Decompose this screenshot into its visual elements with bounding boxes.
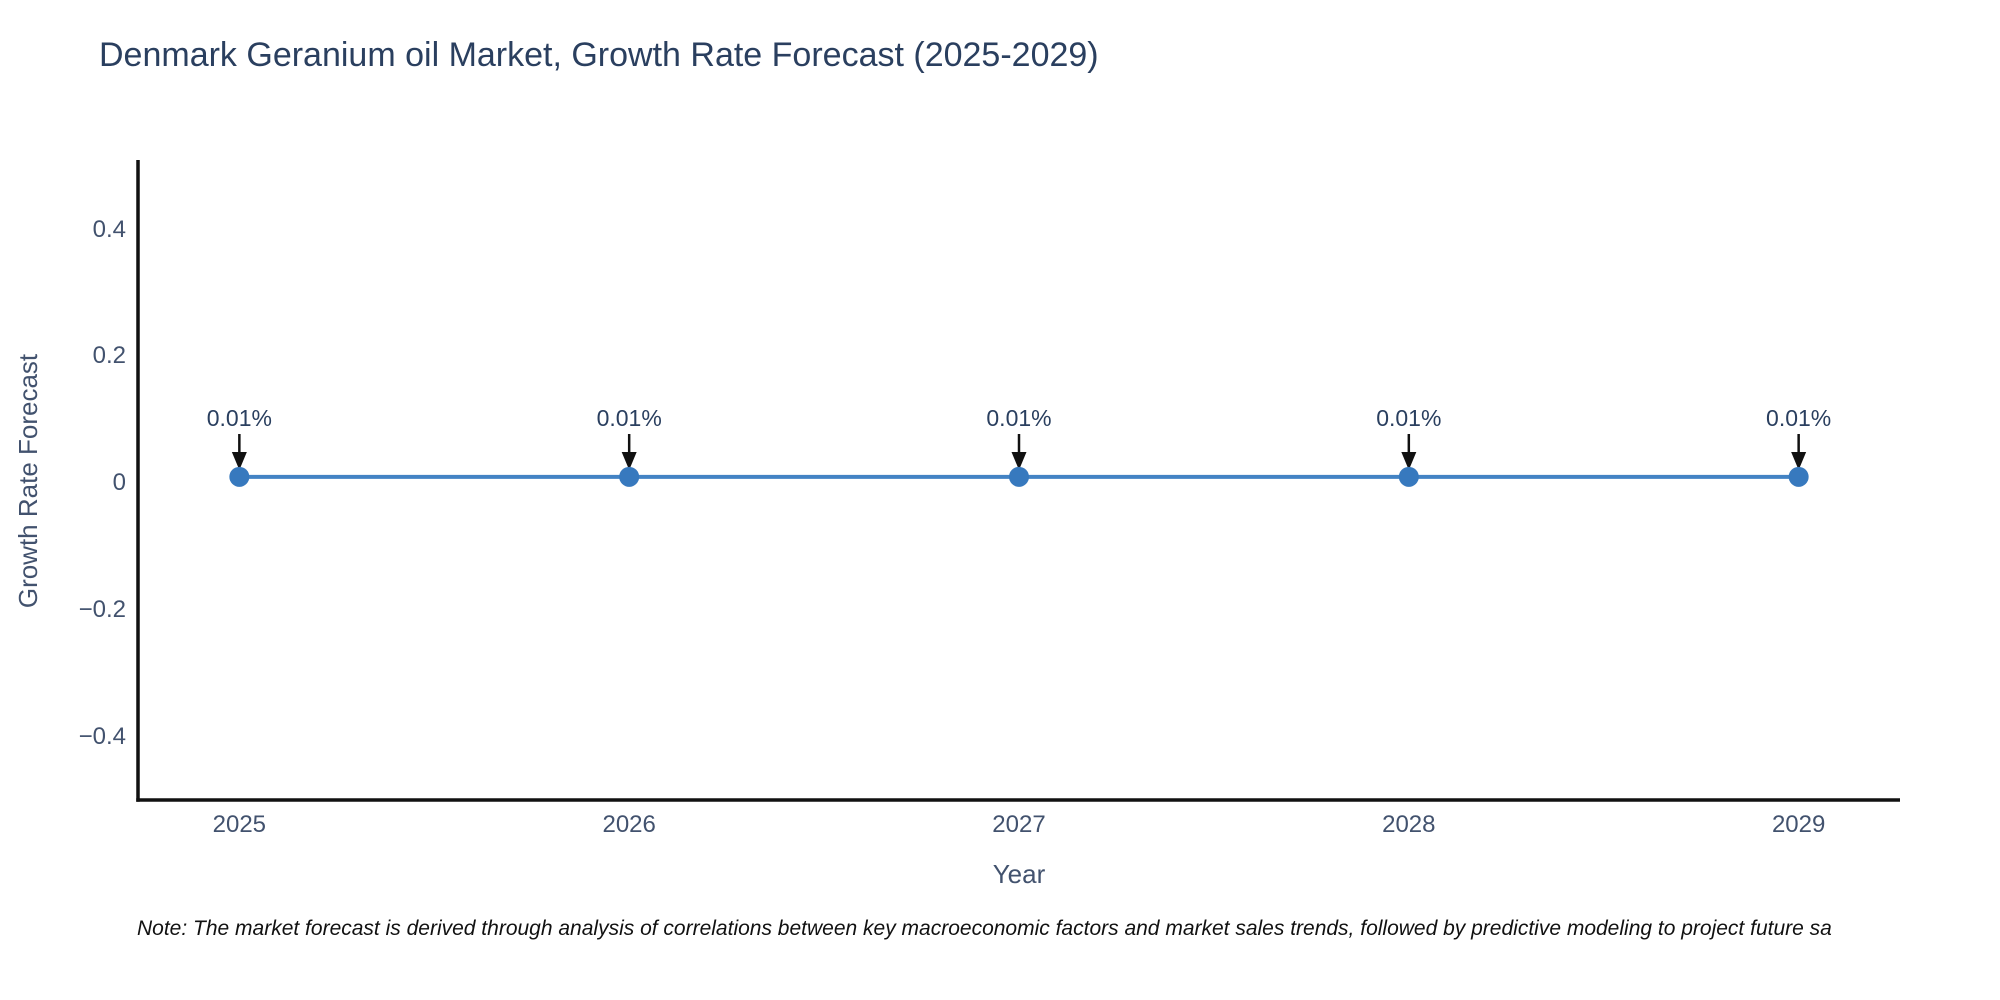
y-tick-label: −0.4 [78, 722, 126, 750]
y-tick-label: −0.2 [78, 595, 126, 623]
y-tick-label: 0.2 [92, 342, 126, 370]
data-point-marker[interactable] [1788, 466, 1809, 487]
annotation-label: 0.01% [986, 405, 1052, 431]
x-tick-label: 2025 [212, 811, 267, 838]
y-tick-label: 0.4 [92, 215, 126, 243]
y-axis-title: Growth Rate Forecast [13, 353, 43, 609]
annotation-label: 0.01% [596, 405, 662, 431]
chart-title: Denmark Geranium oil Market, Growth Rate… [99, 36, 1099, 74]
data-point-marker[interactable] [619, 466, 640, 487]
annotation-arrow-head [1011, 452, 1027, 470]
data-point-marker[interactable] [1398, 466, 1419, 487]
x-tick-label: 2028 [1382, 811, 1436, 838]
annotation-arrow-head [1401, 452, 1417, 470]
annotation-arrow-head [231, 452, 247, 470]
x-axis-title: Year [992, 859, 1046, 889]
y-tick-label: 0 [112, 469, 126, 497]
annotation-label: 0.01% [1376, 405, 1442, 431]
x-tick-label: 2026 [602, 811, 656, 838]
forecast-note: Note: The market forecast is derived thr… [137, 917, 1832, 940]
x-tick-label: 2029 [1771, 811, 1826, 838]
annotation-label: 0.01% [1766, 405, 1832, 431]
annotation-arrow-head [621, 452, 637, 470]
annotation-label: 0.01% [206, 405, 272, 431]
data-point-marker[interactable] [229, 466, 250, 487]
data-point-marker[interactable] [1009, 466, 1029, 487]
annotation-arrow-head [1791, 452, 1807, 470]
x-tick-label: 2027 [992, 811, 1046, 838]
